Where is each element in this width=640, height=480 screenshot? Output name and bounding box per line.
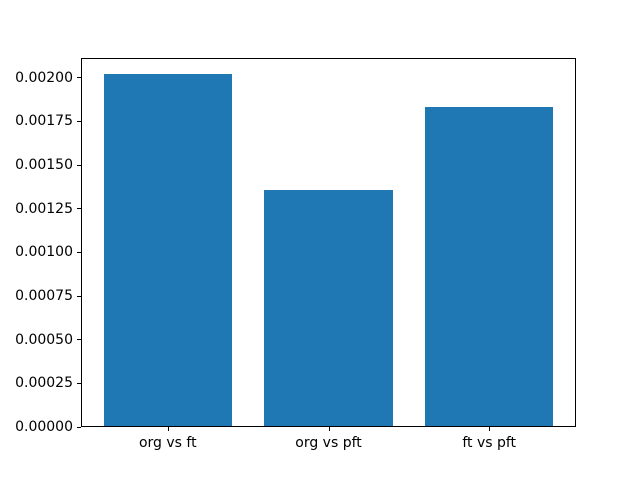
x-tick-label: ft vs pft: [462, 435, 517, 451]
y-tick-mark: [77, 382, 81, 384]
x-tick-mark: [328, 427, 330, 431]
x-tick-mark: [167, 427, 169, 431]
bar: [103, 74, 233, 427]
y-tick-mark: [77, 251, 81, 253]
y-tick-label: 0.00075: [15, 288, 73, 304]
y-tick-mark: [77, 426, 81, 428]
y-tick-label: 0.00000: [15, 419, 73, 435]
plot-area: [81, 58, 576, 427]
y-tick-label: 0.00100: [15, 244, 73, 261]
x-tick-label: org vs ft: [138, 435, 197, 451]
bar: [264, 189, 393, 427]
bar: [424, 107, 554, 427]
x-tick-label: org vs pft: [295, 435, 362, 451]
y-tick-label: 0.00125: [15, 200, 73, 217]
y-tick-mark: [77, 295, 81, 297]
y-tick-mark: [77, 339, 81, 341]
y-tick-label: 0.00025: [15, 375, 73, 392]
y-tick-label: 0.00200: [15, 69, 73, 86]
y-tick-mark: [77, 120, 81, 122]
y-tick-label: 0.00150: [15, 157, 73, 174]
y-tick-mark: [77, 164, 81, 166]
y-tick-label: 0.00050: [15, 331, 73, 348]
y-tick-mark: [77, 208, 81, 210]
y-tick-mark: [77, 77, 81, 79]
x-tick-mark: [489, 427, 491, 431]
y-tick-label: 0.00175: [15, 113, 73, 130]
